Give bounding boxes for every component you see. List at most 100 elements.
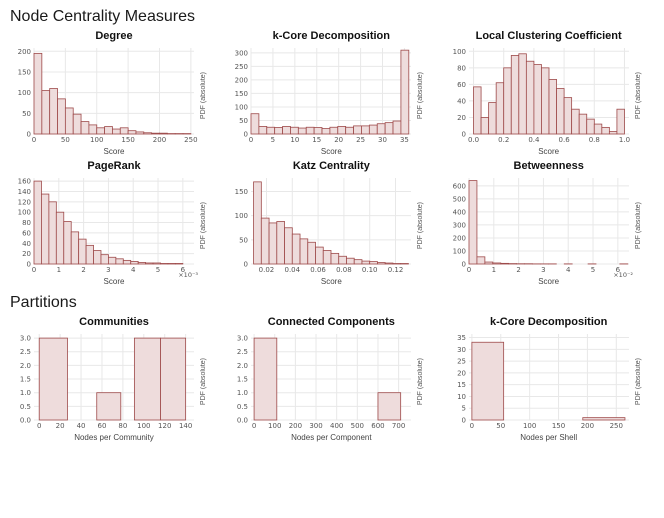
degree-histogram: 0 50 100 150 200 250 0 50 100 150 200	[18, 48, 198, 144]
x-axis-label-pagerank: Score	[103, 277, 125, 286]
x-axis-label-degree: Score	[103, 147, 125, 156]
y-axis-label-katz: PDF (absolute)	[417, 202, 425, 250]
x-axis-label-connected-components: Nodes per Component	[291, 433, 372, 442]
svg-text:50: 50	[496, 422, 505, 430]
svg-text:20: 20	[457, 114, 466, 122]
svg-text:200: 200	[289, 422, 302, 430]
svg-text:100: 100	[452, 48, 465, 56]
svg-text:20: 20	[56, 422, 65, 430]
chart-title-betweenness: Betweenness	[513, 160, 584, 172]
svg-text:0: 0	[244, 131, 248, 139]
katz-histogram: 0.02 0.04 0.06 0.08 0.10 0.12 0 50 100 150	[235, 178, 412, 274]
svg-text:60: 60	[22, 229, 31, 237]
svg-text:100: 100	[18, 209, 31, 217]
svg-text:250: 250	[235, 63, 248, 71]
svg-text:160: 160	[18, 178, 31, 186]
svg-text:0: 0	[244, 261, 248, 269]
chart-body-degree: 0 50 100 150 200 250 0 50 100 150 200 PDF (absolut…	[8, 43, 221, 149]
svg-text:1.5: 1.5	[237, 376, 248, 384]
svg-text:35: 35	[400, 136, 409, 144]
svg-text:200: 200	[153, 136, 166, 144]
y-axis-label-pagerank: PDF (absolute)	[200, 202, 207, 250]
chart-title-kcore-shells: k-Core Decomposition	[489, 316, 608, 328]
svg-text:0.8: 0.8	[588, 136, 599, 144]
chart-title-communities: Communities	[79, 316, 149, 328]
svg-text:100: 100	[18, 89, 31, 97]
x-axis-label-betweenness: Score	[538, 277, 560, 286]
x-axis-label-local-clustering: Score	[538, 147, 560, 156]
svg-text:140: 140	[179, 422, 192, 430]
svg-text:150: 150	[18, 68, 31, 76]
svg-text:30: 30	[457, 346, 466, 354]
chart-body-kcore: 0 5 10 15 20 25 30 35 0 50 100 150 200 250 300 PDF (ab…	[225, 43, 438, 149]
x-axis-label-kcore-shells: Nodes per Shell	[520, 433, 578, 442]
svg-text:100: 100	[137, 422, 150, 430]
svg-text:500: 500	[351, 422, 364, 430]
svg-text:0: 0	[252, 422, 256, 430]
svg-text:15: 15	[313, 136, 322, 144]
svg-text:0.04: 0.04	[285, 266, 301, 274]
svg-text:4: 4	[566, 266, 571, 274]
section-partitions: Partitions Communities 0 20 40 60 80 100 120 14…	[8, 294, 656, 442]
svg-text:0: 0	[32, 136, 36, 144]
svg-text:1.0: 1.0	[237, 389, 248, 397]
svg-text:250: 250	[184, 136, 197, 144]
svg-text:60: 60	[98, 422, 107, 430]
connected-components-histogram: 0 100 200 300 400 500 600 700 0.0 0.5 1.0 1.5 2.0 2.5…	[237, 334, 412, 430]
svg-text:2: 2	[516, 266, 520, 274]
chart-betweenness: Betweenness 0 1 2 3 4 5 6 0 100 200 300 400 500 600 ×1…	[443, 160, 656, 286]
svg-text:20: 20	[335, 136, 344, 144]
svg-text:×10⁻³: ×10⁻³	[178, 271, 198, 279]
y-axis-label-kcore-shells: PDF (absolute)	[634, 358, 642, 406]
svg-text:20: 20	[457, 369, 466, 377]
svg-text:80: 80	[22, 219, 31, 227]
svg-text:6: 6	[615, 266, 620, 274]
svg-text:200: 200	[235, 76, 248, 84]
chart-local-clustering: Local Clustering Coefficient 0.0 0.2 0.4 0.…	[443, 30, 656, 156]
svg-text:400: 400	[330, 422, 343, 430]
chart-katz: Katz Centrality 0.02 0.04 0.06 0.08 0.10 0.12…	[225, 160, 438, 286]
svg-text:40: 40	[77, 422, 86, 430]
svg-text:20: 20	[22, 250, 31, 258]
svg-text:100: 100	[523, 422, 536, 430]
chart-body-connected-components: 0 100 200 300 400 500 600 700 0.0 0.5 1.0 1.5 2.0 2.5…	[225, 329, 438, 435]
communities-histogram: 0 20 40 60 80 100 120 140 0.0 0.5 1.0 1.5 2.0 2.5 3.0	[20, 334, 194, 430]
svg-text:0.0: 0.0	[468, 136, 479, 144]
svg-text:1: 1	[491, 266, 495, 274]
svg-text:5: 5	[461, 405, 465, 413]
svg-text:0: 0	[461, 417, 465, 425]
chart-body-kcore-shells: 0 50 100 150 200 250 0 5 10 15 20 25 30 35 PDF (absol…	[443, 329, 656, 435]
chart-degree: Degree 0 50 100 150 200 250 0 50 100 150 200 PDF (…	[8, 30, 221, 156]
svg-text:3.0: 3.0	[20, 335, 31, 343]
svg-text:0: 0	[461, 131, 465, 139]
chart-body-betweenness: 0 1 2 3 4 5 6 0 100 200 300 400 500 600 ×10⁻² PDF (abs…	[443, 173, 656, 279]
chart-title-katz: Katz Centrality	[292, 160, 370, 172]
svg-text:×10⁻²: ×10⁻²	[613, 271, 633, 279]
svg-text:5: 5	[271, 136, 275, 144]
chart-connected-components: Connected Components 0 100 200 300 400 500 600…	[225, 316, 438, 442]
svg-text:0.10: 0.10	[362, 266, 378, 274]
svg-text:100: 100	[235, 103, 248, 111]
y-axis-label-degree: PDF (absolute)	[200, 72, 207, 120]
svg-text:140: 140	[18, 188, 31, 196]
svg-text:100: 100	[452, 247, 465, 255]
svg-text:120: 120	[18, 198, 31, 206]
svg-text:80: 80	[118, 422, 127, 430]
svg-text:3.0: 3.0	[237, 335, 248, 343]
x-axis-label-katz: Score	[320, 277, 342, 286]
svg-text:150: 150	[235, 188, 248, 196]
chart-kcore: k-Core Decomposition 0 5 10 15 20 25 30 35 0 50 10…	[225, 30, 438, 156]
x-axis-label-communities: Nodes per Community	[74, 433, 154, 442]
svg-text:0.4: 0.4	[528, 136, 540, 144]
svg-text:40: 40	[22, 240, 31, 248]
svg-text:0.5: 0.5	[20, 403, 31, 411]
svg-text:3: 3	[106, 266, 110, 274]
svg-text:0.0: 0.0	[237, 417, 248, 425]
svg-text:15: 15	[457, 381, 466, 389]
svg-text:2.0: 2.0	[20, 362, 31, 370]
y-axis-label-connected-components: PDF (absolute)	[417, 358, 425, 406]
svg-text:700: 700	[392, 422, 405, 430]
partitions-chart-grid: Communities 0 20 40 60 80 100 120 140 0.0 0.5 1.0 1…	[8, 316, 656, 442]
svg-text:300: 300	[452, 221, 465, 229]
